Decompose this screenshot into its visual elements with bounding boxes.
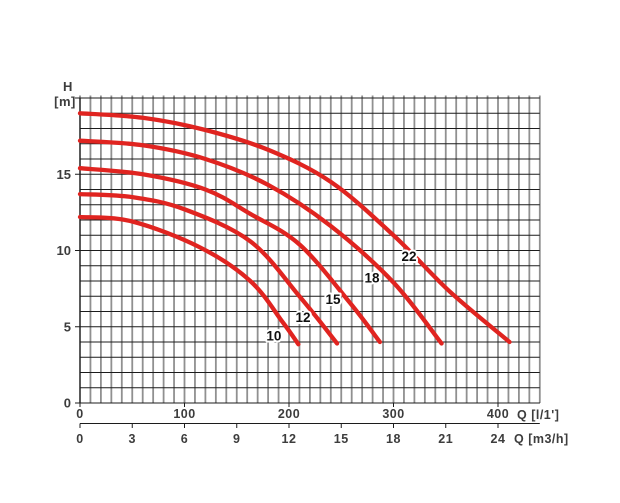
curve-label-22: 22 bbox=[401, 249, 416, 264]
curve-label-10: 10 bbox=[266, 328, 281, 343]
y-axis-unit-label: [m] bbox=[54, 94, 76, 109]
x-secondary-tick-label: 9 bbox=[233, 432, 240, 446]
y-tick-label: 5 bbox=[64, 319, 71, 334]
curve-label-12: 12 bbox=[295, 310, 310, 325]
curve-10 bbox=[77, 214, 301, 347]
x-primary-tick-label: 0 bbox=[76, 407, 83, 421]
x-secondary-tick-label: 18 bbox=[386, 432, 401, 446]
secondary-axis: 0 3 6 9 12 15 18 21 24 bbox=[76, 423, 540, 446]
grid-horizontal-lines bbox=[80, 97, 540, 404]
x-secondary-tick-label: 12 bbox=[282, 432, 297, 446]
x-secondary-tick-label: 15 bbox=[334, 432, 349, 446]
x-primary-tick-labels: 0 100 200 300 400 bbox=[76, 407, 509, 421]
x-primary-tick-label: 400 bbox=[487, 407, 509, 421]
curve-18 bbox=[77, 138, 444, 346]
y-axis-label: H bbox=[63, 79, 73, 94]
axes bbox=[75, 97, 540, 407]
y-tick-labels: 0 5 10 15 bbox=[57, 167, 71, 411]
x-primary-tick-label: 300 bbox=[382, 407, 404, 421]
curve-label-18: 18 bbox=[364, 270, 380, 285]
curve-15 bbox=[77, 166, 383, 345]
x-primary-tick-label: 100 bbox=[173, 407, 195, 421]
x-secondary-tick-label: 21 bbox=[438, 432, 453, 446]
x-axis-secondary-unit-label: Q [m3/h] bbox=[514, 432, 569, 446]
y-tick-label: 10 bbox=[57, 243, 71, 258]
x-secondary-tick-label: 24 bbox=[491, 432, 506, 446]
curve-labels: 10 12 15 18 22 bbox=[264, 247, 418, 345]
curve-22 bbox=[77, 111, 512, 345]
y-tick-label: 15 bbox=[57, 167, 71, 182]
x-axis-primary-unit-label: Q [l/1'] bbox=[517, 408, 560, 422]
curve-label-15: 15 bbox=[325, 292, 341, 307]
y-tick-label: 0 bbox=[64, 396, 71, 411]
x-secondary-tick-label: 3 bbox=[129, 432, 136, 446]
x-secondary-tick-label: 6 bbox=[181, 432, 188, 446]
x-primary-tick-label: 200 bbox=[278, 407, 300, 421]
x-secondary-tick-label: 0 bbox=[76, 432, 83, 446]
pump-curves bbox=[77, 111, 512, 347]
curve-12 bbox=[77, 191, 340, 346]
